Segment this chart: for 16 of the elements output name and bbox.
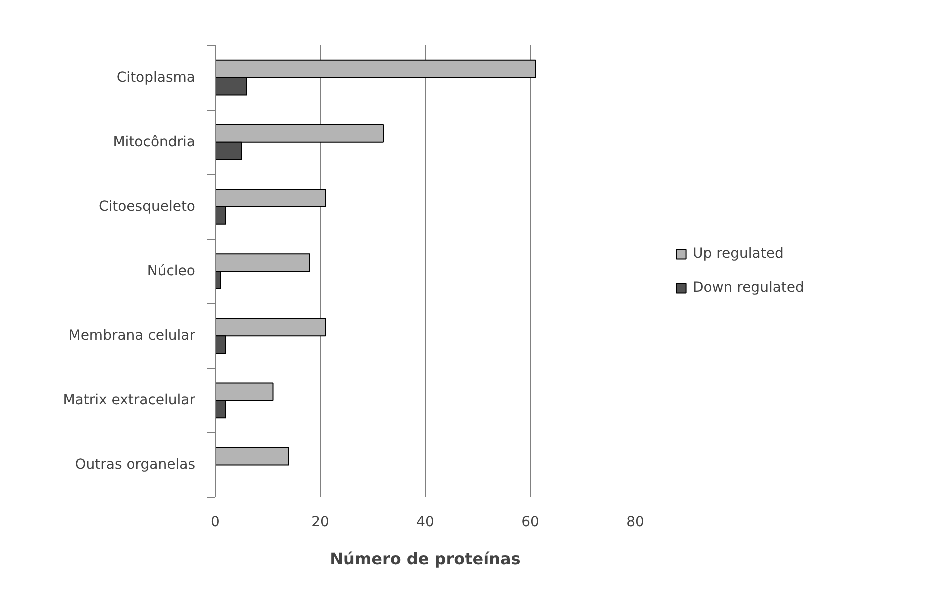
x-axis-title: Número de proteínas <box>330 550 521 568</box>
x-tick-label: 60 <box>522 514 540 530</box>
x-tick-label: 80 <box>626 514 644 530</box>
y-tick-label: Citoplasma <box>116 70 196 86</box>
y-tick-label: Matrix extracelular <box>63 392 196 409</box>
bar <box>216 447 290 466</box>
y-tick-label: Outras organelas <box>75 457 196 474</box>
legend-label: Up regulated <box>693 246 784 262</box>
y-tick-label: Mitocôndria <box>113 134 196 150</box>
y-tick-label: Citoesqueleto <box>98 198 196 215</box>
legend-label: Down regulated <box>693 280 804 296</box>
y-tick-label: Núcleo <box>147 264 196 280</box>
y-tick-label: Membrana celular <box>68 328 196 344</box>
x-tick-label: 40 <box>416 514 434 530</box>
x-tick-label: 20 <box>312 514 330 530</box>
x-tick-label: 0 <box>211 514 220 530</box>
